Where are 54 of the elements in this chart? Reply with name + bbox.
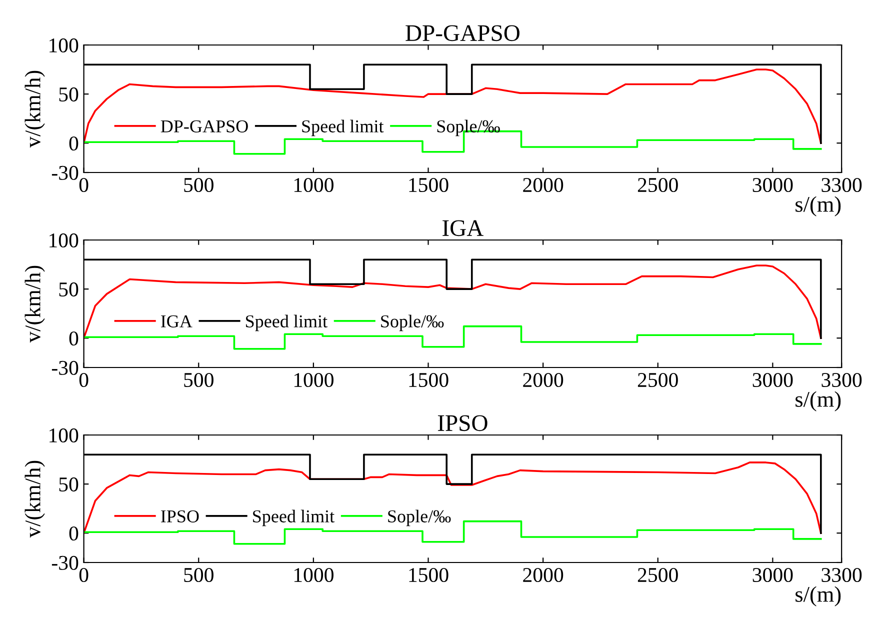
- y-tick-label: 100: [50, 38, 78, 52]
- x-tick-label: 500: [184, 568, 214, 582]
- chart-title: IGA: [442, 220, 484, 236]
- y-axis-title: v/(km/h): [24, 70, 45, 148]
- x-tick-label: 3000: [752, 568, 793, 582]
- y-tick-label: 100: [50, 233, 78, 248]
- x-tick-label: 1500: [409, 372, 448, 388]
- x-tick-label: 3000: [752, 178, 793, 192]
- x-tick-label: 0: [79, 568, 88, 582]
- x-tick-label: 0: [79, 372, 88, 388]
- x-tick-label: 0: [79, 178, 88, 192]
- y-tick-label: -30: [52, 556, 78, 570]
- legend-label: Speed limit: [253, 510, 334, 526]
- x-axis-title: s/(m): [796, 586, 841, 606]
- x-tick-label: 3300: [822, 372, 862, 388]
- legend-label: Sople/‰: [381, 314, 444, 332]
- y-tick-label: 0: [69, 331, 78, 346]
- y-tick-label: 0: [69, 526, 78, 541]
- legend-label: IPSO: [161, 510, 199, 522]
- y-tick-label: 50: [59, 477, 78, 492]
- legend-label: Speed limit: [302, 120, 384, 136]
- legend-label: Sople/‰: [437, 120, 500, 136]
- legend-label: Sople/‰: [388, 510, 451, 526]
- x-tick-label: 1500: [409, 178, 448, 192]
- y-tick-label: 0: [69, 136, 78, 151]
- x-tick-label: 1000: [294, 568, 334, 582]
- x-tick-label: 1500: [409, 568, 448, 582]
- x-tick-label: 2000: [523, 178, 564, 192]
- chart-title: DP-GAPSO: [406, 25, 520, 42]
- y-tick-label: 100: [50, 428, 78, 442]
- legend-label: Speed limit: [246, 314, 328, 332]
- x-tick-label: 3000: [752, 372, 793, 388]
- y-tick-label: 50: [59, 282, 78, 296]
- y-tick-label: -30: [52, 166, 78, 180]
- x-tick-label: 2500: [638, 372, 678, 388]
- x-tick-label: 1000: [294, 372, 334, 388]
- x-tick-label: 3300: [822, 178, 862, 192]
- x-tick-label: 3300: [822, 568, 862, 582]
- chart-title: IPSO: [438, 415, 488, 432]
- x-axis-title: s/(m): [796, 391, 841, 412]
- y-tick-label: -30: [52, 360, 78, 375]
- x-tick-label: 500: [184, 372, 214, 388]
- x-tick-label: 2500: [638, 568, 678, 582]
- legend-label: DP-GAPSO: [160, 120, 248, 132]
- y-axis-title: v/(km/h): [24, 460, 45, 538]
- x-tick-label: 1000: [294, 178, 334, 192]
- legend-label: IGA: [161, 315, 192, 328]
- y-tick-label: 50: [59, 87, 78, 102]
- y-axis-title: v/(km/h): [24, 266, 45, 343]
- x-tick-label: 2000: [523, 372, 564, 388]
- x-tick-label: 500: [184, 178, 214, 192]
- x-tick-label: 2000: [523, 568, 564, 582]
- x-axis-title: s/(m): [796, 196, 841, 216]
- x-tick-label: 2500: [638, 178, 678, 192]
